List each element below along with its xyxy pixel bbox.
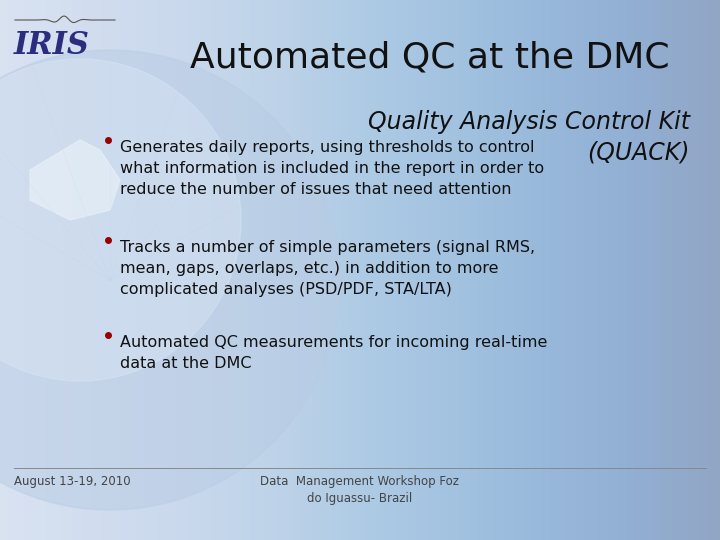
Circle shape <box>0 59 241 381</box>
Text: Automated QC measurements for incoming real-time
data at the DMC: Automated QC measurements for incoming r… <box>120 335 547 371</box>
Text: IRIS: IRIS <box>14 30 90 61</box>
Text: Automated QC at the DMC: Automated QC at the DMC <box>190 40 670 74</box>
Text: Quality Analysis Control Kit
(QUACK): Quality Analysis Control Kit (QUACK) <box>368 110 690 165</box>
Circle shape <box>0 50 340 510</box>
Text: Data  Management Workshop Foz
do Iguassu- Brazil: Data Management Workshop Foz do Iguassu-… <box>261 475 459 505</box>
Text: Tracks a number of simple parameters (signal RMS,
mean, gaps, overlaps, etc.) in: Tracks a number of simple parameters (si… <box>120 240 535 297</box>
Polygon shape <box>30 140 120 220</box>
Text: August 13-19, 2010: August 13-19, 2010 <box>14 475 130 488</box>
Text: Generates daily reports, using thresholds to control
what information is include: Generates daily reports, using threshold… <box>120 140 544 197</box>
